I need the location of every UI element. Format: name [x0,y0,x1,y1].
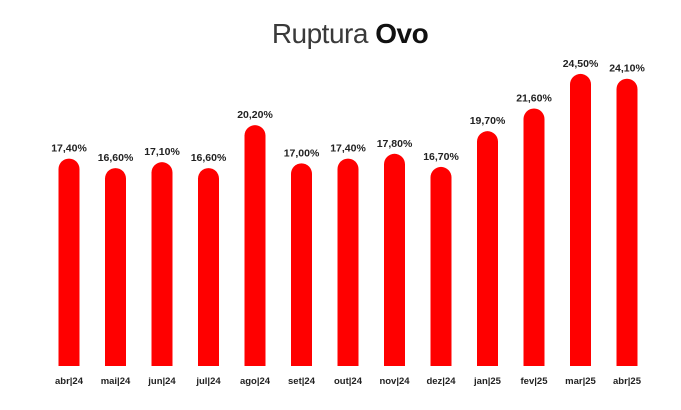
x-tick-label: fev|25 [521,376,549,387]
x-tick-label: nov|24 [379,376,410,387]
data-label: 19,70% [470,115,506,127]
bar-set-24 [291,163,312,366]
bar-abr-24 [58,158,80,366]
bar-fev-25 [523,108,545,367]
x-tick-label: jul|24 [195,376,221,387]
x-tick-label: set|24 [288,376,316,387]
data-label: 20,20% [237,109,273,121]
data-label: 24,50% [563,58,599,70]
chart-title-emphasis: Ovo [375,18,429,49]
bar-dez-24 [430,166,452,366]
x-tick-label: mai|24 [101,376,131,387]
data-label: 17,40% [330,143,366,155]
x-tick-label: jun|24 [147,376,176,387]
x-tick-label: out|24 [334,376,363,387]
bar-jan-25 [477,131,498,366]
bar-out-24 [337,158,359,366]
bar-jul-24 [198,168,219,366]
data-label: 16,70% [423,151,459,163]
bar-mai-24 [105,168,126,366]
x-tick-label: abr|24 [55,376,84,387]
chart-title: Ruptura Ovo [0,18,681,50]
bar-nov-24 [384,153,405,366]
chart-title-prefix: Ruptura [271,18,369,49]
data-label: 17,40% [51,143,87,155]
data-label: 24,10% [609,63,645,75]
data-label: 17,00% [284,147,320,159]
data-label: 21,60% [516,92,552,104]
bar-jun-24 [151,162,173,366]
bar-abr-25 [616,78,638,367]
bar-mar-25 [570,73,591,366]
x-tick-label: mar|25 [565,376,596,387]
x-tick-label: abr|25 [613,376,642,387]
data-label: 16,60% [191,152,227,164]
x-tick-label: dez|24 [426,376,456,387]
x-tick-label: ago|24 [240,376,271,387]
bar-ago-24 [244,125,266,366]
data-label: 17,80% [377,138,413,150]
data-label: 16,60% [98,152,134,164]
data-label: 17,10% [144,146,180,158]
x-tick-label: jan|25 [473,376,502,387]
